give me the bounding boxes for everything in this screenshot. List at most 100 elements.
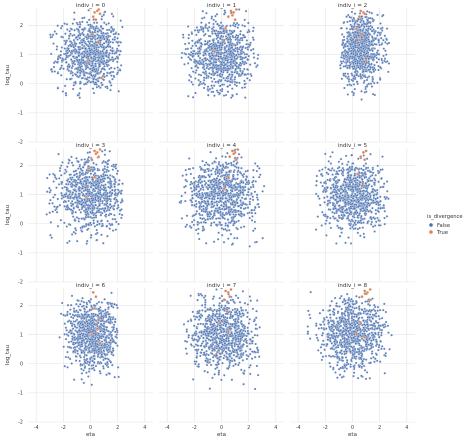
facet-title: indiv_i = 2 [338, 3, 367, 9]
point-false [102, 62, 105, 66]
point-false [245, 42, 248, 46]
point-false [67, 161, 70, 165]
point-false [246, 46, 249, 49]
point-false [95, 163, 98, 166]
point-false [70, 200, 74, 203]
point-false [96, 220, 99, 224]
point-false [215, 68, 218, 71]
point-false [92, 187, 95, 191]
point-false [216, 80, 220, 83]
point-false [238, 170, 242, 174]
point-false [219, 21, 223, 25]
point-false [101, 207, 105, 210]
point-false [209, 76, 213, 80]
point-false [111, 41, 115, 44]
point-false [235, 57, 239, 61]
point-true [97, 41, 101, 45]
point-false [216, 238, 220, 241]
point-false [351, 65, 354, 68]
facet-title: indiv_i = 3 [76, 143, 106, 149]
point-false [187, 41, 191, 45]
point-false [237, 213, 241, 216]
point-false [100, 17, 103, 21]
point-false [73, 11, 76, 14]
point-false [365, 36, 368, 40]
point-false [241, 33, 245, 37]
point-false [94, 232, 98, 236]
point-false [214, 170, 217, 173]
point-false [200, 184, 204, 187]
point-false [90, 73, 93, 77]
point-true [90, 158, 94, 162]
point-false [188, 73, 191, 77]
point-false [381, 13, 385, 17]
point-false [72, 46, 76, 49]
point-false [113, 67, 116, 70]
point-false [86, 66, 90, 69]
point-false [222, 76, 225, 80]
point-false [106, 159, 110, 163]
point-false [370, 220, 374, 224]
point-false [101, 55, 105, 58]
y-axis-label: log_tau [5, 65, 11, 85]
point-false [210, 46, 214, 50]
point-false [55, 60, 59, 64]
point-true [226, 15, 230, 19]
point-false [193, 203, 196, 207]
point-false [340, 56, 343, 59]
point-false [85, 71, 89, 75]
point-false [233, 71, 236, 74]
point-false [381, 61, 384, 65]
point-false [242, 67, 246, 71]
point-false [94, 187, 98, 190]
point-false [75, 172, 79, 176]
point-false [60, 174, 63, 177]
point-false [112, 175, 115, 179]
point-false [60, 46, 64, 49]
point-false [82, 204, 85, 208]
y-tick-label: 0 [20, 221, 23, 227]
point-false [211, 202, 214, 206]
point-false [196, 220, 199, 224]
point-false [233, 75, 237, 79]
point-false [87, 35, 90, 38]
point-false [180, 56, 183, 59]
point-false [98, 222, 101, 226]
point-false [83, 218, 86, 221]
point-true [364, 58, 368, 62]
point-false [327, 172, 330, 176]
point-false [211, 32, 214, 35]
point-false [253, 220, 257, 224]
point-false [199, 80, 202, 84]
point-true [86, 58, 90, 62]
point-false [376, 188, 379, 192]
point-false [88, 175, 91, 179]
point-false [78, 69, 82, 72]
point-false [80, 230, 84, 233]
point-false [78, 65, 82, 69]
point-false [368, 55, 371, 58]
point-false [376, 164, 379, 168]
point-false [56, 57, 60, 61]
point-false [386, 60, 389, 63]
point-false [80, 158, 83, 161]
point-false [223, 9, 226, 12]
point-false [107, 169, 110, 173]
point-false [346, 66, 349, 69]
point-false [78, 174, 82, 178]
point-false [103, 65, 106, 68]
point-false [86, 178, 89, 182]
point-false [113, 35, 117, 39]
point-false [356, 61, 359, 65]
point-false [116, 200, 119, 203]
point-false [204, 218, 207, 222]
point-false [359, 75, 362, 78]
point-false [253, 190, 257, 194]
point-false [237, 219, 240, 223]
point-false [78, 196, 82, 200]
point-false [362, 53, 365, 57]
point-false [92, 161, 95, 165]
point-false [227, 192, 230, 195]
point-false [57, 152, 60, 156]
point-false [246, 72, 250, 76]
